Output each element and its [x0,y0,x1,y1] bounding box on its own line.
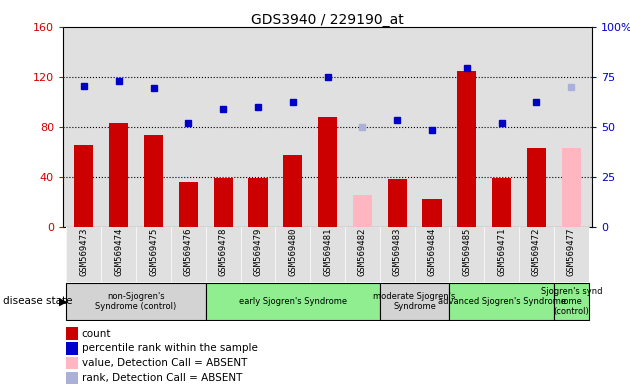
Bar [248,178,268,227]
Text: moderate Sjogren's
Syndrome: moderate Sjogren's Syndrome [374,292,456,311]
Bar [101,227,136,282]
Text: GSM569472: GSM569472 [532,228,541,276]
Text: GSM569481: GSM569481 [323,228,332,276]
Bar [214,178,232,227]
Text: ▶: ▶ [59,296,67,306]
Text: GSM569479: GSM569479 [253,228,263,276]
FancyBboxPatch shape [66,342,78,354]
Bar [387,179,407,227]
FancyBboxPatch shape [66,328,78,340]
Text: early Sjogren's Syndrome: early Sjogren's Syndrome [239,297,347,306]
Bar [144,136,163,227]
Bar [109,123,129,227]
FancyBboxPatch shape [554,283,588,320]
Text: GSM569484: GSM569484 [428,228,437,276]
Bar [74,146,93,227]
Text: non-Sjogren's
Syndrome (control): non-Sjogren's Syndrome (control) [96,292,177,311]
Bar [527,148,546,227]
Bar [492,178,512,227]
Bar [423,199,442,227]
Text: GSM569478: GSM569478 [219,228,227,276]
Text: disease state: disease state [3,296,72,306]
Text: GSM569476: GSM569476 [184,228,193,276]
Text: rank, Detection Call = ABSENT: rank, Detection Call = ABSENT [82,373,242,383]
Bar [275,227,310,282]
Bar [310,227,345,282]
Text: GSM569475: GSM569475 [149,228,158,276]
Text: GSM569473: GSM569473 [79,228,88,276]
Bar [415,227,449,282]
Bar [171,227,206,282]
Text: GSM569471: GSM569471 [497,228,506,276]
Bar [457,71,476,227]
Bar [67,227,101,282]
FancyBboxPatch shape [66,357,78,369]
FancyBboxPatch shape [380,283,449,320]
Text: GSM569482: GSM569482 [358,228,367,276]
FancyBboxPatch shape [449,283,554,320]
Text: percentile rank within the sample: percentile rank within the sample [82,343,258,353]
Text: GSM569477: GSM569477 [567,228,576,276]
Text: GSM569480: GSM569480 [289,228,297,276]
Bar [318,117,337,227]
FancyBboxPatch shape [66,372,78,384]
Bar [136,227,171,282]
Bar [353,195,372,227]
Bar [206,227,241,282]
Bar [554,227,588,282]
Text: advanced Sjogren's Syndrome: advanced Sjogren's Syndrome [438,297,566,306]
Bar [284,156,302,227]
Text: GDS3940 / 229190_at: GDS3940 / 229190_at [251,13,404,27]
Text: Sjogren's synd
rome
(control): Sjogren's synd rome (control) [541,286,602,316]
FancyBboxPatch shape [67,283,206,320]
Text: count: count [82,329,112,339]
Text: GSM569474: GSM569474 [114,228,123,276]
Bar [519,227,554,282]
Bar [562,148,581,227]
Text: GSM569485: GSM569485 [462,228,471,276]
FancyBboxPatch shape [206,283,380,320]
Bar [449,227,484,282]
Bar [345,227,380,282]
Bar [179,182,198,227]
Text: GSM569483: GSM569483 [392,228,402,276]
Bar [241,227,275,282]
Bar [380,227,415,282]
Text: value, Detection Call = ABSENT: value, Detection Call = ABSENT [82,358,247,368]
Bar [484,227,519,282]
